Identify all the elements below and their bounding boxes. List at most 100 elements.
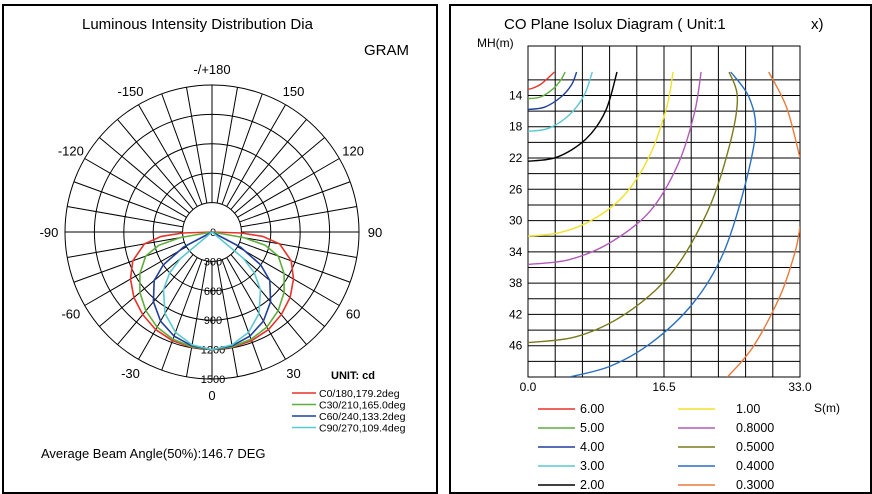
polar-spoke — [138, 257, 198, 360]
isolux-legend-label: 5.00 — [580, 421, 604, 435]
isolux-y-axis-label: MH(m) — [477, 36, 514, 50]
isolux-x-axis-label: S(m) — [814, 401, 840, 415]
polar-radial-label: 900 — [204, 315, 222, 327]
isolux-x-tick: 16.5 — [652, 380, 676, 394]
polar-angle-label: -/+180 — [193, 62, 230, 77]
isolux-legend-label: 0.3000 — [736, 478, 774, 492]
polar-spoke — [226, 257, 286, 360]
isolux-x-tick: 0.0 — [520, 380, 537, 394]
polar-spoke — [99, 137, 190, 214]
polar-spoke — [226, 104, 286, 207]
polar-spoke — [216, 87, 239, 204]
isolux-y-tick: 14 — [509, 88, 523, 102]
average-beam-angle: Average Beam Angle(50%):146.7 DEG — [41, 446, 266, 461]
polar-angle-label: -30 — [121, 366, 140, 381]
polar-radial-label: 600 — [204, 286, 222, 298]
polar-spoke — [73, 241, 185, 283]
isolux-chart-panel: CO Plane Isolux Diagram ( Unit:1 x) MH(m… — [449, 4, 872, 494]
isolux-contour-line — [528, 71, 702, 266]
isolux-contour-line — [528, 71, 566, 100]
isolux-y-tick: 34 — [509, 245, 523, 259]
polar-angle-label: 0 — [208, 388, 215, 403]
isolux-y-tick: 18 — [509, 120, 523, 134]
polar-spoke — [237, 158, 340, 218]
polar-radial-label: 1500 — [201, 374, 225, 386]
isolux-legend-label: 1.00 — [736, 402, 760, 416]
isolux-contours — [528, 71, 800, 377]
isolux-contour-line — [528, 71, 674, 237]
polar-chart-title: Luminous Intensity Distribution Dia — [82, 16, 313, 33]
polar-angle-label: 150 — [283, 84, 305, 99]
isolux-chart: 14 18 22 26 30 34 38 42 46 0.0 16.5 33.0 6.00 5.00 4.0… — [509, 45, 812, 492]
polar-spoke — [73, 181, 185, 223]
isolux-legend-label: 3.00 — [580, 459, 604, 473]
polar-chart-title-line2: GRAM — [364, 42, 409, 59]
isolux-y-tick: 26 — [509, 182, 523, 196]
polar-angle-label: -150 — [117, 84, 143, 99]
polar-angle-label: 30 — [286, 366, 300, 381]
isolux-contour-line — [528, 71, 739, 344]
isolux-legend-label: 4.00 — [580, 440, 604, 454]
polar-angle-label: -60 — [61, 307, 80, 322]
polar-spoke — [138, 104, 198, 207]
polar-radial-label: 1200 — [201, 345, 225, 357]
isolux-legend-label: 0.4000 — [736, 459, 774, 473]
polar-spoke — [99, 250, 190, 327]
polar-spoke — [216, 260, 239, 377]
isolux-legend-label: 0.8000 — [736, 421, 774, 435]
isolux-contour-line — [528, 71, 593, 133]
polar-chart: -/+180-150 150-120 120-90 90-60 60-30 3000300… — [40, 62, 406, 435]
polar-spoke — [239, 181, 351, 223]
isolux-y-tick: 22 — [509, 151, 523, 165]
polar-radial-label: 300 — [204, 256, 222, 268]
polar-spoke — [221, 93, 263, 205]
polar-spoke — [84, 158, 187, 218]
polar-spoke — [221, 259, 263, 371]
polar-spoke — [230, 254, 307, 345]
polar-spoke — [67, 205, 184, 228]
isolux-contour-line — [569, 71, 757, 377]
polar-spoke — [230, 119, 307, 210]
polar-spoke — [117, 254, 194, 345]
polar-angle-label: 120 — [342, 144, 364, 159]
polar-spoke — [234, 137, 325, 214]
isolux-legend-label: 6.00 — [580, 402, 604, 416]
isolux-contour-line — [528, 71, 618, 162]
isolux-legend-label: 0.5000 — [736, 440, 774, 454]
polar-angle-label: 60 — [346, 307, 360, 322]
polar-spoke — [237, 246, 340, 306]
isolux-legend-label: 2.00 — [580, 478, 604, 492]
isolux-chart-title: CO Plane Isolux Diagram ( Unit:1 — [504, 16, 726, 33]
isolux-y-tick: 42 — [509, 307, 523, 321]
polar-legend-label: C30/210,165.0deg — [319, 400, 406, 412]
polar-spoke — [239, 241, 351, 283]
polar-legend-label: C60/240,133.2deg — [319, 411, 406, 423]
polar-spoke — [185, 260, 208, 377]
polar-unit-label: UNIT: cd — [331, 370, 375, 382]
polar-spoke — [185, 87, 208, 204]
isolux-contour-line — [726, 226, 800, 377]
polar-spoke — [84, 246, 187, 306]
polar-chart-panel: Luminous Intensity Distribution Dia GRAM… — [2, 4, 438, 494]
isolux-contour-line — [768, 71, 800, 159]
isolux-x-tick: 33.0 — [788, 380, 812, 394]
polar-spoke — [117, 119, 194, 210]
isolux-contour-line — [528, 71, 555, 90]
polar-angle-label: -90 — [40, 225, 59, 240]
isolux-y-tick: 46 — [509, 339, 523, 353]
polar-spoke — [240, 236, 357, 259]
isolux-contour-line — [528, 71, 578, 111]
polar-spoke — [67, 236, 184, 259]
polar-angle-label: -120 — [58, 144, 84, 159]
polar-spoke — [161, 93, 203, 205]
isolux-y-tick: 38 — [509, 276, 523, 290]
isolux-chart-title-suffix: x) — [811, 16, 824, 33]
polar-series-curve — [162, 231, 262, 351]
polar-spoke — [161, 259, 203, 371]
polar-spoke — [234, 250, 325, 327]
polar-legend-label: C0/180,179.2deg — [319, 388, 400, 400]
isolux-y-tick: 30 — [509, 214, 523, 228]
polar-spoke — [240, 205, 357, 228]
polar-legend-label: C90/270,109.4deg — [319, 423, 406, 435]
polar-angle-label: 90 — [368, 225, 382, 240]
